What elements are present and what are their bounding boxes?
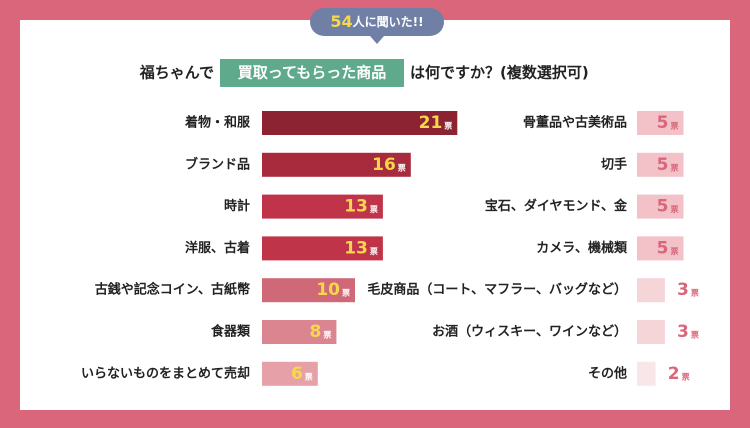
bar bbox=[262, 152, 411, 177]
value-unit: 票 bbox=[670, 246, 679, 256]
badge-text: 54人に聞いた!! bbox=[330, 12, 423, 31]
bar bbox=[637, 236, 684, 261]
title-pre: 福ちゃんで bbox=[139, 64, 214, 82]
bar bbox=[262, 194, 383, 219]
bar bbox=[262, 111, 458, 135]
value-unit: 票 bbox=[369, 246, 378, 256]
value-unit: 票 bbox=[341, 288, 350, 298]
category-label: 時計 bbox=[224, 198, 250, 214]
value-label: 10 bbox=[316, 280, 340, 300]
value-unit: 票 bbox=[304, 371, 313, 381]
title-highlight-bg bbox=[220, 59, 404, 87]
category-label: 骨董品や古美術品 bbox=[523, 115, 627, 131]
value-label: 3 bbox=[677, 322, 689, 342]
value-label: 5 bbox=[657, 197, 669, 217]
bar bbox=[262, 361, 318, 386]
category-label: カメラ、機械類 bbox=[536, 240, 628, 256]
bar bbox=[637, 111, 684, 135]
bar bbox=[637, 361, 656, 386]
value-unit: 票 bbox=[369, 204, 378, 214]
badge-tail bbox=[370, 36, 384, 44]
bar bbox=[637, 320, 665, 344]
category-label: 宝石、ダイヤモンド、金 bbox=[485, 198, 628, 214]
value-unit: 票 bbox=[670, 121, 679, 131]
category-label: その他 bbox=[588, 365, 627, 381]
value-label: 13 bbox=[344, 238, 368, 258]
value-unit: 票 bbox=[670, 204, 679, 214]
value-unit: 票 bbox=[443, 121, 452, 131]
category-label: 古銭や記念コイン、古紙幣 bbox=[95, 282, 250, 298]
badge-number: 54 bbox=[330, 12, 352, 31]
bar bbox=[262, 320, 337, 344]
category-label: 洋服、古着 bbox=[185, 240, 250, 256]
value-unit: 票 bbox=[397, 162, 406, 172]
value-unit: 票 bbox=[690, 288, 699, 298]
category-label: 切手 bbox=[601, 156, 627, 172]
bar bbox=[637, 278, 665, 303]
value-label: 5 bbox=[657, 155, 669, 175]
bar bbox=[637, 194, 684, 219]
badge-label: 人に聞いた!! bbox=[353, 14, 424, 29]
value-label: 2 bbox=[668, 364, 680, 384]
value-unit: 票 bbox=[322, 330, 331, 340]
value-label: 16 bbox=[372, 155, 396, 175]
value-label: 6 bbox=[291, 364, 303, 384]
category-label: お酒（ウィスキー、ワインなど） bbox=[432, 324, 627, 340]
value-label: 5 bbox=[657, 113, 669, 133]
bar bbox=[262, 236, 383, 261]
category-label: ブランド品 bbox=[185, 156, 250, 172]
title-post: は何ですか？(複数選択可) bbox=[410, 64, 589, 82]
value-label: 8 bbox=[310, 322, 322, 342]
category-label: 着物・和服 bbox=[184, 115, 251, 131]
title-highlight: 買取ってもらった商品 bbox=[238, 64, 387, 82]
value-unit: 票 bbox=[670, 162, 679, 172]
bar bbox=[637, 152, 684, 177]
value-unit: 票 bbox=[681, 371, 690, 381]
badge bbox=[310, 8, 444, 36]
category-label: 毛皮商品（コート、マフラー、バッグなど） bbox=[367, 282, 627, 298]
value-label: 5 bbox=[657, 238, 669, 258]
category-label: いらないものをまとめて売却 bbox=[81, 365, 250, 381]
value-label: 21 bbox=[419, 113, 443, 133]
value-label: 13 bbox=[344, 197, 368, 217]
category-label: 食器類 bbox=[211, 324, 251, 340]
value-unit: 票 bbox=[690, 330, 699, 340]
value-label: 3 bbox=[677, 280, 689, 300]
bar bbox=[262, 278, 355, 303]
